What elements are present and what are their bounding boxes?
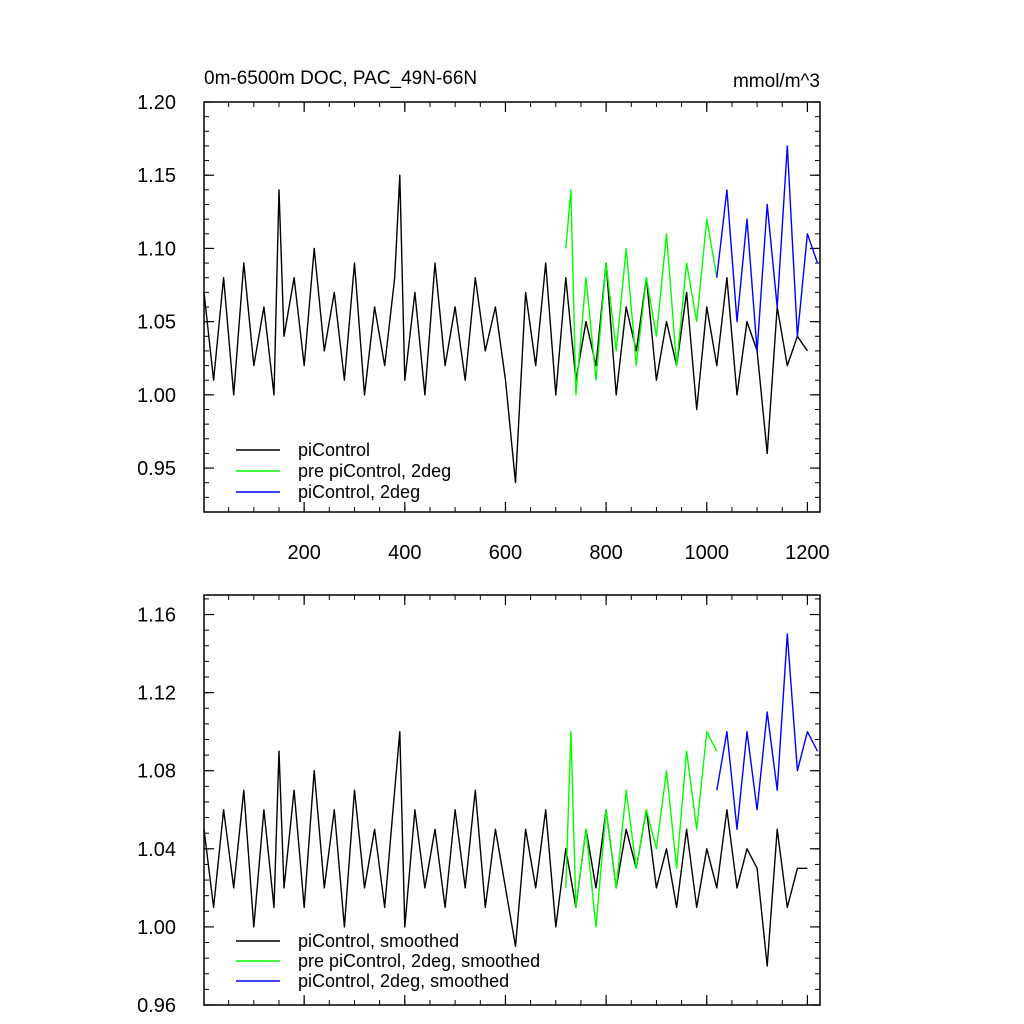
y-tick-label: 1.10 [137, 238, 176, 260]
units-label: mmol/m^3 [733, 71, 820, 92]
series-line-0 [203, 731, 808, 967]
bottom-ticks: 0.96 1.00 1.04 1.08 1.12 1.16 [137, 595, 820, 1017]
x-tick-label: 800 [589, 542, 622, 564]
x-tick-label: 600 [489, 542, 522, 564]
legend-label-2: piControl, 2deg [298, 482, 420, 502]
x-tick-label: 1000 [685, 542, 730, 564]
y-tick-label: 1.20 [137, 92, 176, 114]
y-tick-label: 1.00 [137, 917, 176, 939]
top-series-group [203, 145, 819, 484]
y-tick-label: 1.04 [137, 839, 176, 861]
series-line-1 [565, 189, 718, 396]
y-tick-label: 1.15 [137, 165, 176, 187]
y-tick-label: 1.00 [137, 385, 176, 407]
legend-label-0: piControl, smoothed [298, 931, 459, 951]
y-tick-label: 0.95 [137, 458, 176, 480]
legend-label-1: pre piControl, 2deg [298, 461, 451, 481]
x-tick-label: 200 [287, 542, 320, 564]
legend-label-1: pre piControl, 2deg, smoothed [298, 951, 540, 971]
series-line-0 [203, 174, 808, 484]
bottom-plot-frame [203, 594, 821, 1006]
y-tick-label: 1.08 [137, 761, 176, 783]
top-panel-title: 0m-6500m DOC, PAC_49N-66N [204, 68, 477, 89]
top-ticks: 0.95 1.00 1.05 1.10 1.15 1.20 200 400 600 800 1000… [137, 92, 830, 564]
series-line-1 [565, 731, 718, 928]
bottom-series-group [203, 633, 819, 967]
series-line-2 [716, 633, 819, 830]
legend-label-0: piControl [298, 440, 370, 460]
x-tick-label: 1200 [785, 542, 830, 564]
y-tick-label: 1.16 [137, 605, 176, 627]
top-panel: 0m-6500m DOC, PAC_49N-66N mmol/m^3 0.95 1… [137, 68, 830, 564]
series-line-2 [716, 145, 819, 352]
legend-label-2: piControl, 2deg, smoothed [298, 971, 509, 991]
bottom-panel: 0.96 1.00 1.04 1.08 1.12 1.16 piControl, smoo… [137, 594, 821, 1017]
y-tick-label: 1.12 [137, 683, 176, 705]
y-tick-label: 0.96 [137, 995, 176, 1017]
y-tick-label: 1.05 [137, 312, 176, 334]
x-tick-label: 400 [388, 542, 421, 564]
